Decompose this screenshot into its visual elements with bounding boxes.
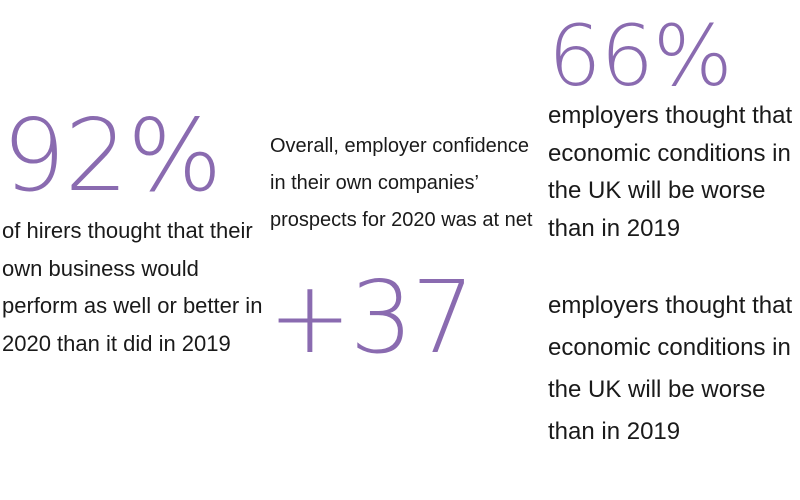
employer-confidence-intro: Overall, employer confidence in their ow…	[270, 135, 533, 231]
economic-outlook-figure: 66%	[548, 7, 733, 105]
hirers-percentage-description: of hirers thought that their own busines…	[2, 218, 263, 356]
hirers-percentage-figure: 92%	[2, 97, 222, 214]
employer-confidence-figure: +37	[268, 259, 475, 376]
economic-outlook-description: employers thought that economic conditio…	[548, 102, 793, 242]
economic-outlook-description-repeat: employers thought that economic conditio…	[548, 292, 793, 445]
